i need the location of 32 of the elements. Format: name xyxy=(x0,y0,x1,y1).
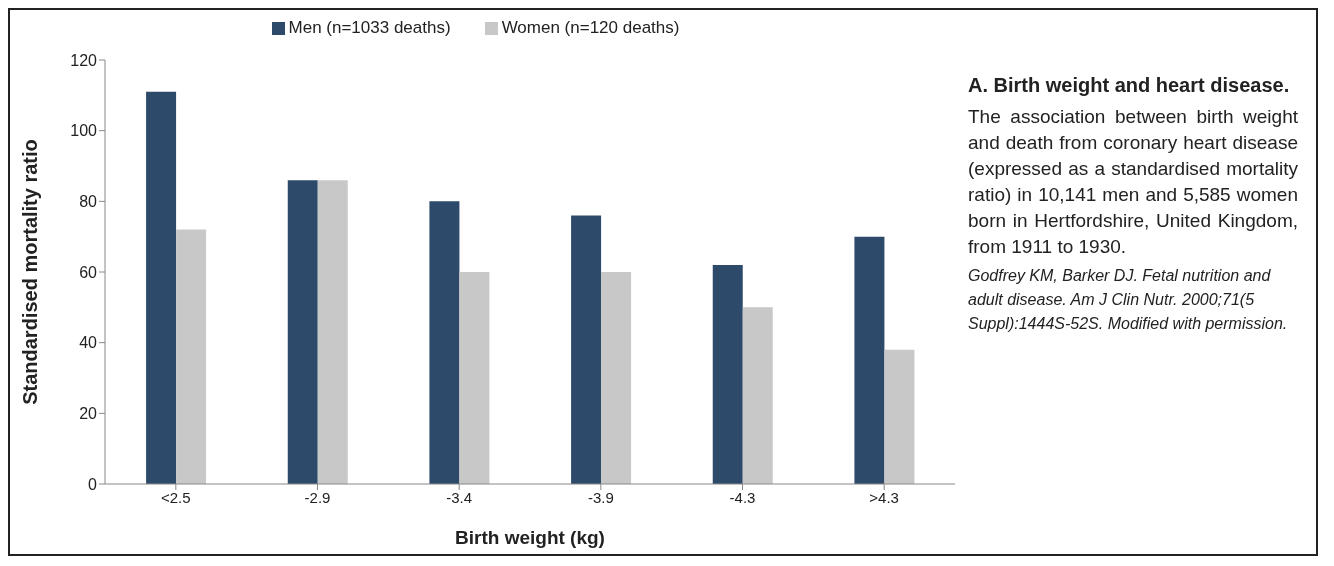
x-tick-label: <2.5 xyxy=(161,488,191,506)
y-tick-label: 80 xyxy=(79,193,98,211)
y-tick-label: 100 xyxy=(70,122,98,140)
bar xyxy=(854,236,885,484)
x-tick-label: >4.3 xyxy=(869,488,899,506)
y-tick-label: 60 xyxy=(79,263,98,281)
text: The association between birth weight and death from coronary heart disease (expressed as a standardised mortality ratio) in 10,141 men and 5,585 women born in Hertfordshire, United Kingdom, from 1911 to 1930. xyxy=(968,105,1298,259)
bar xyxy=(146,91,177,484)
bar xyxy=(601,272,632,484)
x-axis-title: Birth weight (kg) xyxy=(455,527,605,548)
legend-label: Men (n=1033 deaths) xyxy=(288,18,451,37)
y-tick-label: 120 xyxy=(70,51,98,69)
bar xyxy=(571,215,602,484)
bar xyxy=(176,229,207,484)
x-tick-label: -3.4 xyxy=(446,488,473,506)
y-axis-title: Standardised mortality ratio xyxy=(19,139,42,405)
y-tick-label: 0 xyxy=(88,475,98,493)
text: A. Birth weight and heart disease. xyxy=(968,73,1291,98)
bar xyxy=(884,349,915,484)
bar xyxy=(429,201,460,484)
y-tick-label: 20 xyxy=(79,405,98,423)
x-tick-label: -2.9 xyxy=(304,488,331,506)
x-tick-label: -4.3 xyxy=(729,488,756,506)
x-tick-label: -3.9 xyxy=(587,488,614,506)
bar xyxy=(317,180,348,484)
bar xyxy=(712,264,743,484)
text: Godfrey KM, Barker DJ. Fetal nutrition and adult disease. Am J Clin Nutr. 2000;71(5 Suppl):1444S-52S. Modified with permission. xyxy=(968,266,1289,334)
bar xyxy=(459,272,490,484)
bar xyxy=(742,307,773,484)
bar xyxy=(287,180,318,484)
y-tick-label: 40 xyxy=(79,334,98,352)
legend-label: Women (n=120 deaths) xyxy=(501,18,680,37)
